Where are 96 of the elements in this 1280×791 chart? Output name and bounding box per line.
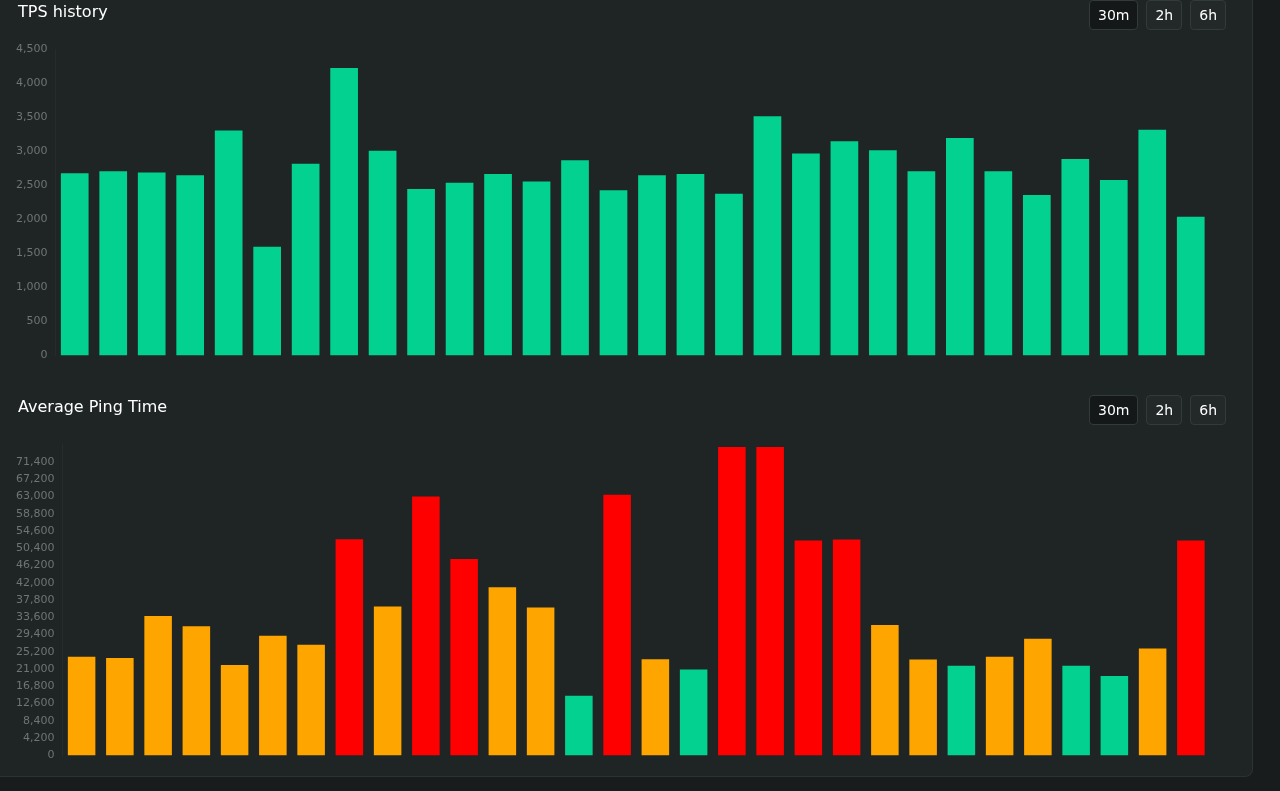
bar — [412, 496, 440, 756]
bar — [297, 644, 325, 756]
bar — [214, 130, 243, 356]
bar — [871, 625, 899, 756]
bar — [638, 175, 666, 356]
bar — [335, 539, 364, 756]
y-tick-label: 29,400 — [15, 627, 55, 641]
y-tick-label: 1,500 — [15, 246, 48, 260]
y-tick-label: 2,000 — [15, 212, 48, 226]
bar — [182, 626, 211, 756]
bar — [718, 447, 746, 756]
bar — [715, 193, 743, 356]
bar — [946, 137, 974, 356]
bar — [756, 447, 784, 756]
bar — [830, 141, 859, 356]
bar — [526, 607, 555, 756]
bar — [1138, 648, 1167, 756]
y-tick-label: 37,800 — [15, 592, 55, 606]
bar — [679, 669, 708, 756]
bar — [60, 173, 89, 356]
bar — [869, 150, 897, 356]
bar — [488, 587, 517, 756]
bar — [291, 163, 320, 356]
y-tick-label: 58,800 — [15, 506, 55, 520]
bar — [144, 616, 172, 756]
bar — [368, 150, 397, 356]
text: 2h — [1146, 0, 1183, 30]
bar — [599, 190, 628, 356]
bar — [985, 656, 1014, 756]
y-tick-label: 2,500 — [15, 178, 48, 192]
y-tick-label: 4,500 — [15, 42, 48, 56]
bar — [484, 173, 512, 356]
text: 30m — [1088, 0, 1139, 30]
bar — [373, 606, 402, 756]
text: 2h — [1146, 395, 1183, 425]
y-tick-label: 33,600 — [15, 610, 55, 624]
y-tick-label: 1,000 — [15, 280, 48, 294]
y-tick-label: 3,500 — [15, 110, 48, 124]
text: 6h — [1190, 395, 1226, 425]
bar — [984, 171, 1013, 356]
bar — [792, 153, 820, 356]
y-tick-label: 0 — [47, 748, 55, 762]
bar — [832, 539, 861, 756]
chart-title: TPS history — [18, 2, 108, 21]
y-tick-label: 42,000 — [15, 575, 55, 589]
bar — [1099, 180, 1128, 356]
bar — [1061, 159, 1090, 356]
text: 6h — [1190, 0, 1226, 30]
y-tick-label: 4,200 — [22, 730, 55, 744]
bar — [1138, 129, 1167, 356]
y-tick-label: 3,000 — [15, 144, 48, 158]
y-tick-label: 71,400 — [15, 454, 55, 468]
y-tick-label: 54,600 — [15, 523, 55, 537]
y-tick-label: 16,800 — [15, 679, 55, 693]
bar — [1022, 195, 1051, 356]
bar — [794, 540, 823, 756]
bar — [1062, 665, 1090, 756]
bar — [99, 171, 128, 356]
bar — [220, 664, 249, 756]
bar — [1024, 638, 1052, 756]
bar — [67, 656, 96, 756]
y-tick-label: 67,200 — [15, 471, 55, 485]
bar — [1177, 540, 1205, 756]
bar — [561, 160, 589, 356]
y-tick-label: 50,400 — [15, 541, 55, 555]
bar — [330, 67, 358, 356]
bar — [676, 173, 705, 356]
y-tick-label: 0 — [40, 348, 48, 362]
y-tick-label: 8,400 — [22, 713, 55, 727]
bar — [137, 172, 166, 356]
y-tick-label: 12,600 — [15, 696, 55, 710]
bar — [253, 246, 282, 356]
bar — [1176, 216, 1205, 356]
bar — [641, 659, 670, 756]
bar — [445, 182, 474, 356]
bar — [106, 657, 134, 756]
bar — [176, 175, 205, 356]
chart-title: Average Ping Time — [18, 397, 168, 416]
y-tick-label: 4,000 — [15, 76, 48, 90]
bar — [909, 659, 937, 756]
bar — [522, 181, 551, 356]
bar — [947, 665, 976, 756]
bar — [1100, 676, 1129, 756]
bar — [259, 635, 287, 756]
bar — [450, 558, 478, 756]
bar — [753, 116, 782, 356]
text: 30m — [1088, 395, 1139, 425]
y-tick-label: 500 — [26, 314, 48, 328]
y-tick-label: 25,200 — [15, 644, 55, 658]
bar — [407, 188, 435, 356]
y-tick-label: 21,000 — [15, 661, 55, 675]
bar — [565, 695, 593, 756]
y-tick-label: 46,200 — [15, 558, 55, 572]
bar — [907, 171, 936, 356]
y-tick-label: 63,000 — [15, 489, 55, 503]
bar — [603, 494, 631, 756]
